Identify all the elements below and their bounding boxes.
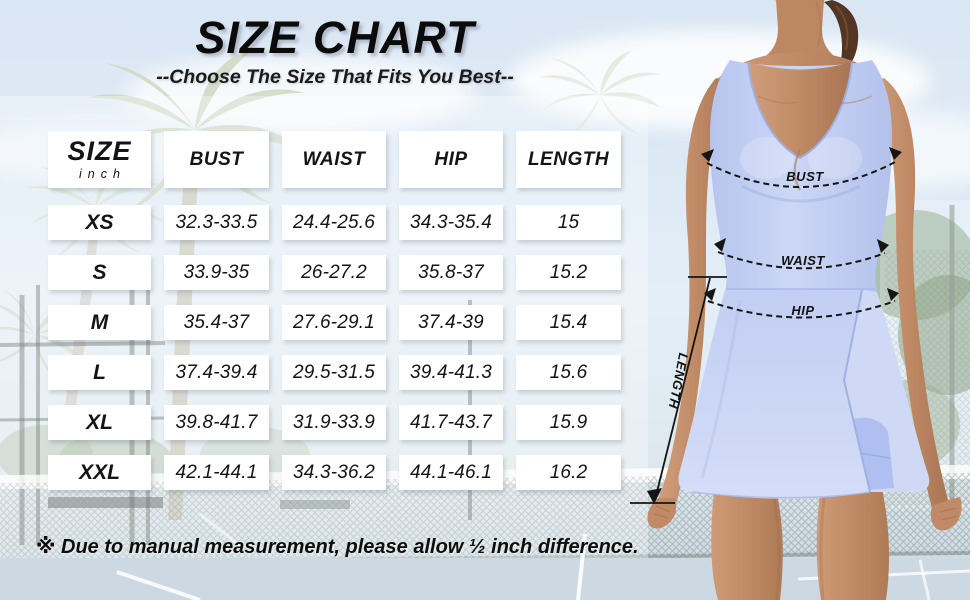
bust-value: 42.1-44.1 [164, 455, 269, 490]
unit-label: inch [79, 167, 126, 182]
hip-value: 44.1-46.1 [399, 455, 503, 490]
bust-annotation-label: BUST [786, 169, 824, 184]
waist-value: 26-27.2 [282, 255, 386, 290]
measurement-note: ※ Due to manual measurement, please allo… [36, 536, 639, 558]
waist-value: 27.6-29.1 [282, 305, 386, 340]
bust-arrow-right [889, 147, 902, 160]
hip-arrow-left [704, 288, 716, 301]
table-row-m: M 35.4-37 27.6-29.1 37.4-39 15.4 [48, 305, 622, 340]
length-value: 15.2 [516, 255, 621, 290]
size-table: SIZE inch BUST WAIST HIP LENGTH XS 32.3-… [48, 131, 622, 505]
model-figure: BUST WAIST HIP LENGTH [630, 0, 962, 600]
hip-value: 37.4-39 [399, 305, 503, 340]
measurement-annotations [630, 147, 902, 504]
size-label: XXL [48, 455, 151, 490]
waist-value: 24.4-25.6 [282, 205, 386, 240]
bust-value: 39.8-41.7 [164, 405, 269, 440]
table-row-s: S 33.9-35 26-27.2 35.8-37 15.2 [48, 255, 622, 290]
model-legs [711, 488, 890, 600]
size-label: M [48, 305, 151, 340]
length-value: 15.4 [516, 305, 621, 340]
waist-annotation-label: WAIST [781, 253, 825, 268]
bust-value: 33.9-35 [164, 255, 269, 290]
length-value: 15.9 [516, 405, 621, 440]
waist-value: 31.9-33.9 [282, 405, 386, 440]
column-header-waist: WAIST [282, 131, 386, 188]
waist-value: 29.5-31.5 [282, 355, 386, 390]
hip-dashed-line [707, 300, 896, 319]
waist-arrow-left [714, 238, 726, 252]
size-column-header: SIZE inch [48, 131, 151, 188]
column-header-length: LENGTH [516, 131, 621, 188]
waist-dashed-line [717, 251, 886, 270]
waist-arrow-right [877, 239, 889, 253]
waist-value: 34.3-36.2 [282, 455, 386, 490]
neckline [747, 61, 873, 191]
hip-annotation-label: HIP [791, 303, 814, 318]
hip-value: 34.3-35.4 [399, 205, 503, 240]
size-label: XL [48, 405, 151, 440]
page-title: SIZE CHART [195, 12, 475, 63]
bust-value: 32.3-33.5 [164, 205, 269, 240]
page-subtitle: --Choose The Size That Fits You Best-- [156, 66, 514, 88]
table-row-l: L 37.4-39.4 29.5-31.5 39.4-41.3 15.6 [48, 355, 622, 390]
table-row-xl: XL 39.8-41.7 31.9-33.9 41.7-43.7 15.9 [48, 405, 622, 440]
length-line [654, 277, 711, 501]
length-value: 15.6 [516, 355, 621, 390]
bust-value: 37.4-39.4 [164, 355, 269, 390]
table-header-row: SIZE inch BUST WAIST HIP LENGTH [48, 131, 622, 188]
hip-value: 39.4-41.3 [399, 355, 503, 390]
size-label: L [48, 355, 151, 390]
hip-value: 35.8-37 [399, 255, 503, 290]
bust-arrow-left [701, 149, 714, 162]
column-header-hip: HIP [399, 131, 503, 188]
hip-arrow-right [887, 288, 899, 301]
bust-value: 35.4-37 [164, 305, 269, 340]
table-row-xxl: XXL 42.1-44.1 34.3-36.2 44.1-46.1 16.2 [48, 455, 622, 490]
length-value: 15 [516, 205, 621, 240]
size-header-word: SIZE [67, 136, 132, 167]
length-value: 16.2 [516, 455, 621, 490]
model-arms [647, 78, 962, 531]
length-arrow [647, 488, 662, 504]
size-label: XS [48, 205, 151, 240]
model-neck [752, 0, 848, 64]
bust-dashed-line [706, 160, 898, 188]
column-header-bust: BUST [164, 131, 269, 188]
hip-value: 41.7-43.7 [399, 405, 503, 440]
size-label: S [48, 255, 151, 290]
dress-bodice [710, 60, 892, 292]
dress-skirt [678, 289, 930, 499]
hair-ponytail [824, 0, 859, 77]
table-row-xs: XS 32.3-33.5 24.4-25.6 34.3-35.4 15 [48, 205, 622, 240]
